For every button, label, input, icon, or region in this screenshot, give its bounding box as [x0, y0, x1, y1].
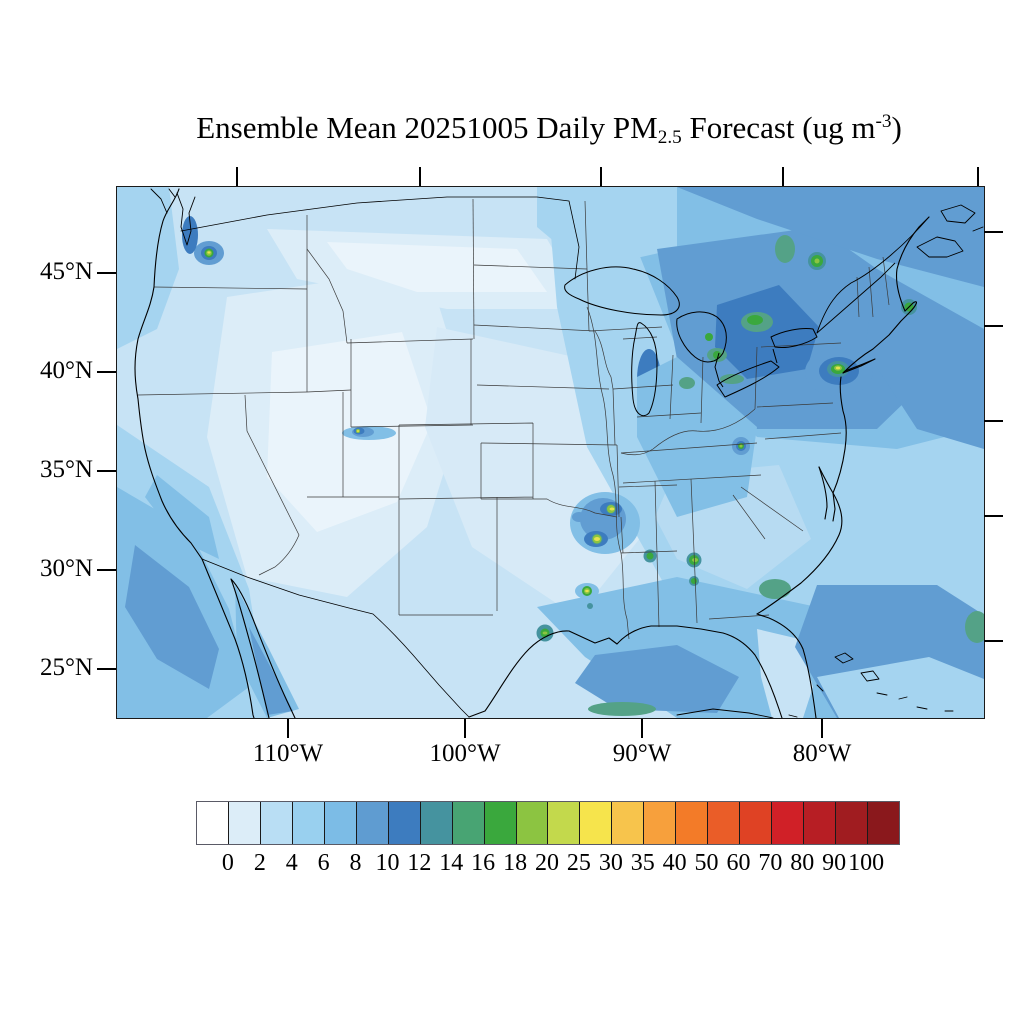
colorbar-cell	[452, 802, 485, 844]
state-borders	[137, 198, 890, 640]
colorbar-tick-label: 10	[375, 850, 400, 876]
colorbar-tick-label: 12	[407, 850, 432, 876]
colorbar-tick-label: 70	[758, 850, 783, 876]
colorbar-cell	[516, 802, 549, 844]
colorbar-cell	[548, 802, 581, 844]
lon-tick-top	[977, 167, 979, 186]
lat-tick-left	[97, 371, 116, 373]
lat-axis-label: 25°N	[39, 654, 93, 681]
lon-tick-top	[600, 167, 602, 186]
colorbar-cell	[197, 802, 229, 844]
colorbar-tick-label: 90	[822, 850, 847, 876]
colorbar-cell	[676, 802, 709, 844]
colorbar-tick-label: 20	[535, 850, 559, 876]
colorbar-tick-label: 100	[848, 850, 885, 876]
lon-axis-label: 80°W	[792, 739, 852, 767]
colorbar-cell	[580, 802, 613, 844]
plot-title: Ensemble Mean 20251005 Daily PM2.5 Forec…	[79, 110, 1019, 148]
lat-tick-right	[984, 515, 1004, 517]
colorbar-cell	[260, 802, 293, 844]
colorbar-cell	[836, 802, 869, 844]
colorbar-tick-label: 60	[726, 850, 751, 876]
lon-tick-top	[419, 167, 421, 186]
lon-tick-top	[782, 167, 784, 186]
title-text-3: )	[891, 110, 902, 145]
colorbar-tick-label: 35	[630, 850, 655, 876]
lat-tick-left	[97, 569, 116, 571]
pm25-hotspots	[182, 216, 984, 643]
map-svg	[117, 187, 984, 718]
colorbar	[196, 801, 900, 845]
colorbar-cell	[772, 802, 805, 844]
colorbar-cell	[612, 802, 645, 844]
lat-axis-label: 35°N	[39, 456, 93, 483]
lon-tick-bottom	[287, 718, 289, 738]
lat-axis-label: 45°N	[39, 258, 93, 285]
colorbar-cell	[228, 802, 261, 844]
title-superscript: -3	[875, 111, 892, 133]
colorbar-tick-label: 30	[598, 850, 623, 876]
title-text: Ensemble Mean 20251005 Daily PM	[196, 110, 658, 145]
lat-tick-left	[97, 668, 116, 670]
coastlines	[134, 188, 984, 718]
title-text-2: Forecast (ug m	[681, 110, 876, 145]
lon-axis-label: 100°W	[429, 739, 501, 767]
colorbar-tick-label: 2	[253, 850, 266, 876]
colorbar-tick-label: 6	[317, 850, 330, 876]
colorbar-cell	[484, 802, 517, 844]
lon-tick-bottom	[464, 718, 466, 738]
colorbar-cell	[388, 802, 421, 844]
colorbar-cell	[708, 802, 741, 844]
colorbar-tick-label: 50	[694, 850, 719, 876]
lat-tick-right	[984, 640, 1004, 642]
lat-axis-label: 30°N	[39, 555, 93, 582]
colorbar-cell	[740, 802, 773, 844]
colorbar-tick-label: 14	[439, 850, 464, 876]
colorbar-tick-label: 18	[503, 850, 528, 876]
map-frame	[116, 186, 985, 719]
lat-tick-left	[97, 272, 116, 274]
colorbar-tick-label: 16	[471, 850, 496, 876]
colorbar-cell	[420, 802, 453, 844]
colorbar-tick-label: 80	[790, 850, 815, 876]
lat-axis-label: 40°N	[39, 357, 93, 384]
colorbar-tick-label: 4	[285, 850, 298, 876]
colorbar-cell	[356, 802, 389, 844]
colorbar-cell	[292, 802, 325, 844]
colorbar-cell	[644, 802, 677, 844]
lon-axis-label: 90°W	[612, 739, 672, 767]
colorbar-labels: 0 2 4 6 8 10 12 14 16 18 20 25 30 35 40 50 60 70 80 90 100	[196, 850, 898, 878]
colorbar-tick-label: 25	[566, 850, 591, 876]
colorbar-tick-label: 0	[221, 850, 234, 876]
lon-tick-bottom	[641, 718, 643, 738]
colorbar-cell	[868, 802, 899, 844]
lon-tick-bottom	[821, 718, 823, 738]
lat-tick-right	[984, 231, 1004, 233]
colorbar-tick-label: 40	[662, 850, 687, 876]
colorbar-cell	[804, 802, 837, 844]
colorbar-cell	[324, 802, 357, 844]
lat-tick-right	[984, 325, 1004, 327]
lat-tick-right	[984, 420, 1004, 422]
great-lakes-outlines	[564, 262, 896, 417]
colorbar-tick-label: 8	[349, 850, 362, 876]
title-subscript: 2.5	[657, 126, 682, 148]
lat-tick-left	[97, 470, 116, 472]
lon-axis-label: 110°W	[252, 739, 324, 767]
lon-tick-top	[236, 167, 238, 186]
